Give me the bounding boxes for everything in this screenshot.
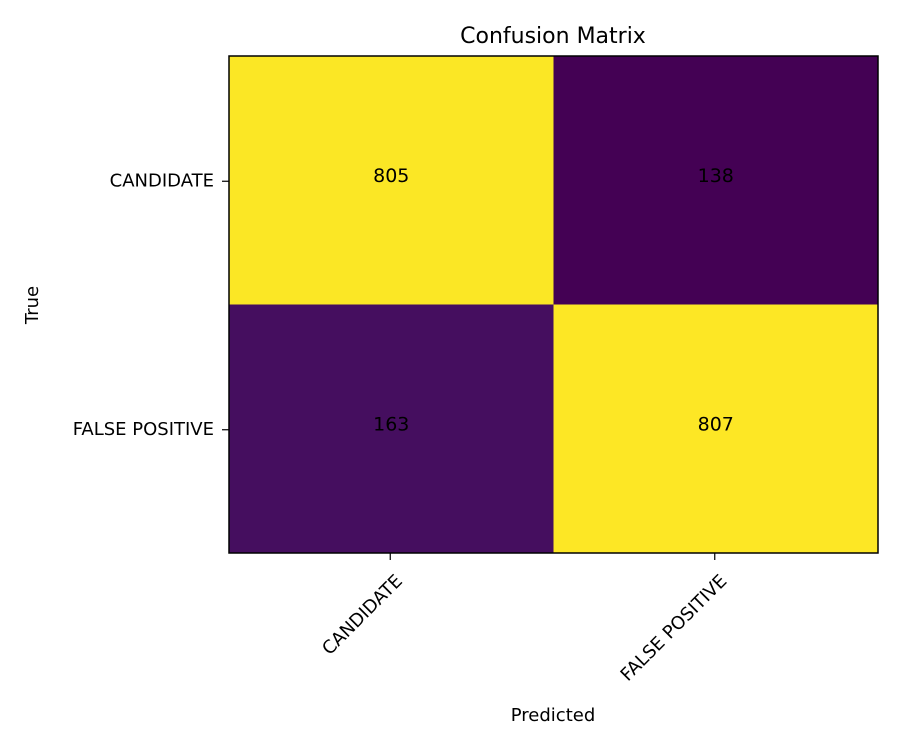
- cell-values: 805 138 163 807: [373, 165, 734, 436]
- x-axis-ticks: CANDIDATE FALSE POSITIVE: [318, 553, 731, 686]
- y-axis-ticks: CANDIDATE FALSE POSITIVE: [73, 170, 229, 440]
- cell-value: 163: [373, 413, 409, 435]
- y-axis-label: True: [22, 286, 43, 325]
- cell-value: 807: [698, 413, 734, 435]
- x-axis-label: Predicted: [511, 705, 596, 726]
- heatmap-cell: [553, 304, 879, 554]
- chart-title: Confusion Matrix: [460, 24, 646, 49]
- y-tick-label: CANDIDATE: [110, 170, 214, 191]
- heatmap-cell: [553, 56, 879, 305]
- cell-value: 805: [373, 165, 409, 187]
- x-tick-label: FALSE POSITIVE: [617, 571, 732, 686]
- heatmap-cell: [229, 56, 554, 305]
- heatmap-cell: [229, 304, 554, 554]
- x-tick-label: CANDIDATE: [318, 571, 407, 660]
- heatmap-cells: [229, 56, 879, 554]
- plot-frame: [228, 55, 879, 554]
- y-tick-label: FALSE POSITIVE: [73, 419, 214, 440]
- cell-value: 138: [698, 165, 734, 187]
